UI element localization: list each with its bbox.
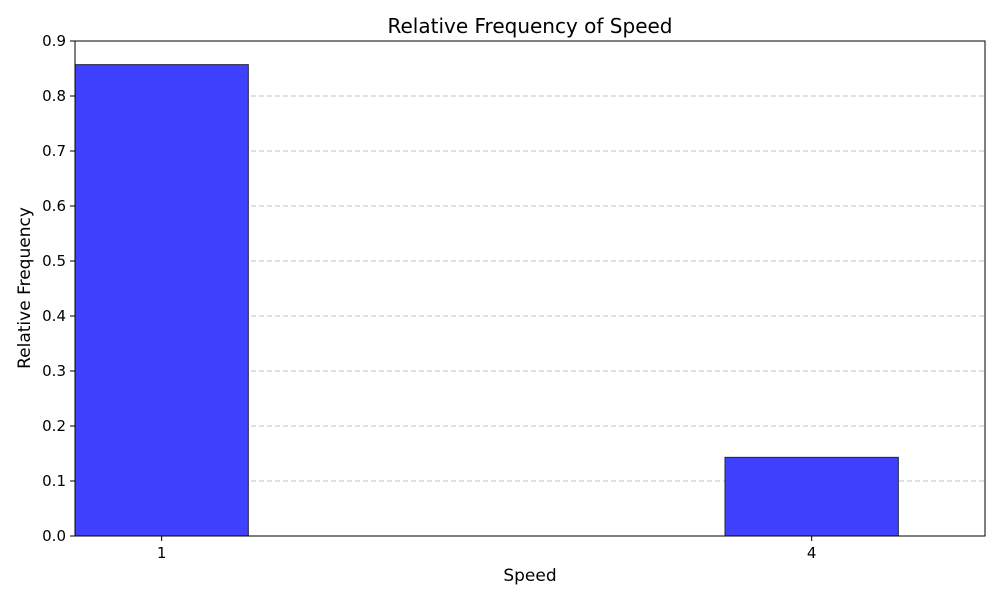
y-tick-label-9: 0.9 — [42, 32, 66, 50]
x-tick-label-1: 4 — [807, 544, 817, 562]
y-tick-label-1: 0.1 — [42, 472, 66, 490]
y-tick-label-8: 0.8 — [42, 87, 66, 105]
y-tick-label-0: 0.0 — [42, 527, 66, 545]
y-tick-label-2: 0.2 — [42, 417, 66, 435]
x-axis-label: Speed — [503, 566, 556, 586]
bars — [74, 64, 899, 537]
y-tick-label-7: 0.7 — [42, 142, 66, 160]
y-tick-label-6: 0.6 — [42, 197, 66, 215]
y-axis-ticks: 0.0 0.1 0.2 0.3 0.4 0.5 0.6 0.7 0.8 0.9 — [42, 32, 75, 545]
y-axis-label: Relative Frequency — [15, 207, 35, 369]
bar-4 — [724, 456, 899, 537]
plot-frame — [74, 40, 986, 537]
y-tick-label-4: 0.4 — [42, 307, 66, 325]
y-tick-label-5: 0.5 — [42, 252, 66, 270]
y-tick-label-3: 0.3 — [42, 362, 66, 380]
x-tick-label-0: 1 — [157, 544, 167, 562]
bar-1 — [74, 64, 249, 537]
chart-title: Relative Frequency of Speed — [387, 14, 672, 38]
